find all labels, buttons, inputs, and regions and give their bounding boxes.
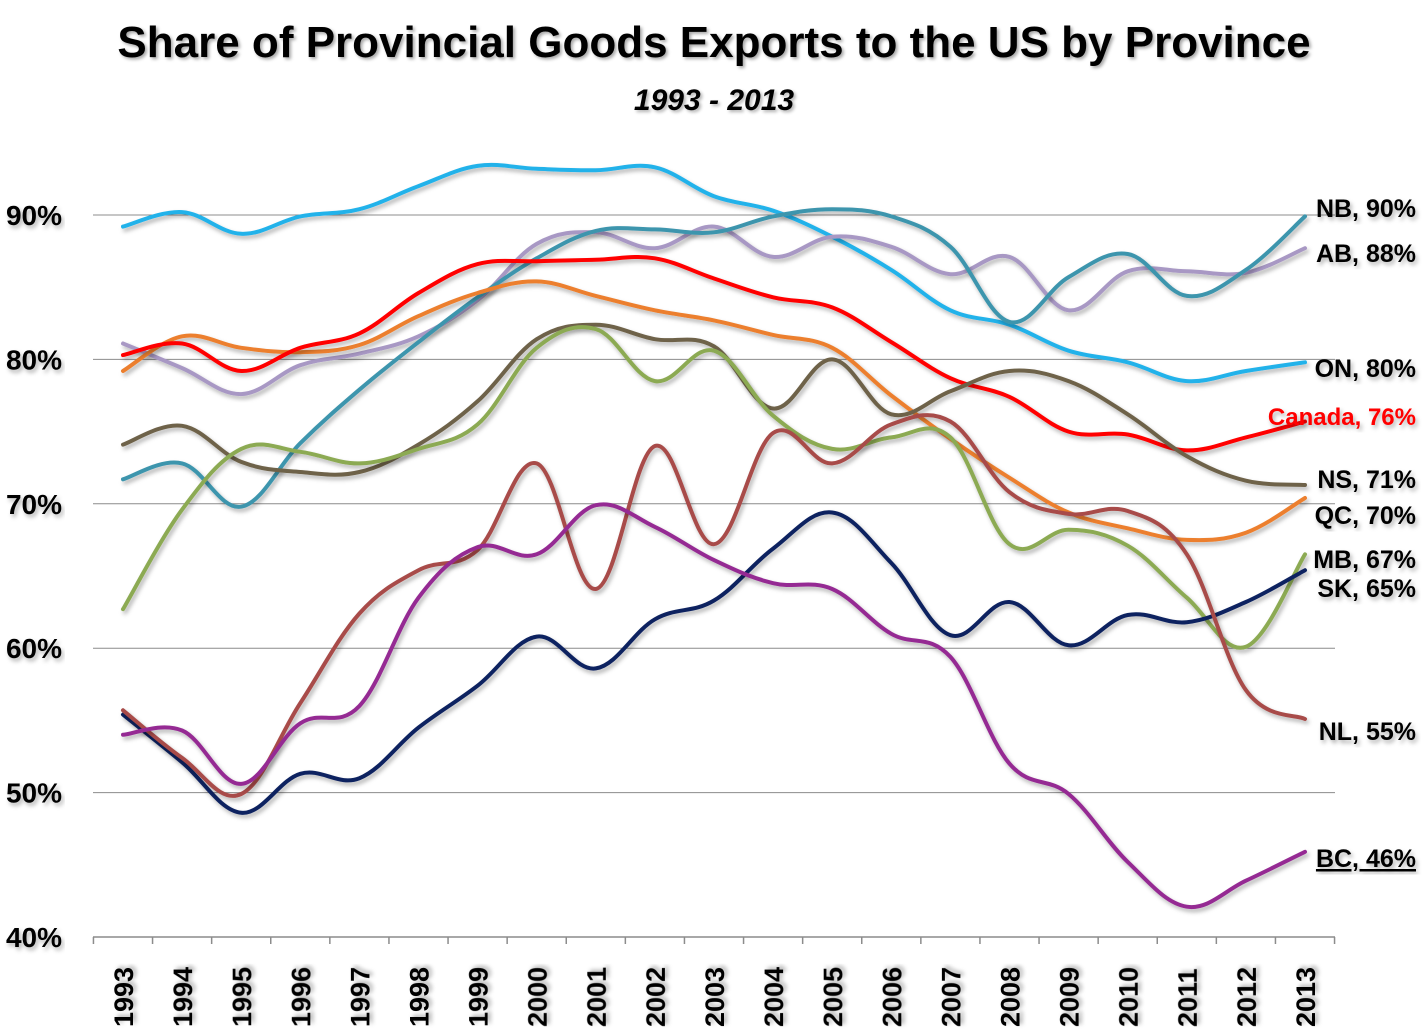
x-tick-label: 1995: [227, 967, 257, 1027]
x-tick-label: 1999: [464, 967, 494, 1027]
chart-title: Share of Provincial Goods Exports to the…: [117, 18, 1311, 67]
series-line-nb: [121, 162, 1307, 384]
x-tick-label: 2010: [1114, 967, 1144, 1027]
series-line-ns: [121, 207, 1307, 509]
gridlines: [93, 214, 1335, 794]
end-label-nb: NB, 90%: [1316, 195, 1416, 223]
x-tick-label: 2006: [877, 967, 907, 1027]
x-tick-label: 2001: [582, 967, 612, 1027]
series-line-bc: [121, 502, 1307, 910]
end-label-nl: NL, 55%: [1319, 718, 1416, 746]
series-lines: [121, 162, 1307, 910]
x-tick-label: 2013: [1291, 967, 1321, 1027]
end-label-bc: BC, 46%: [1316, 845, 1416, 873]
x-tick-label: 1998: [405, 967, 435, 1027]
series-line-nl: [121, 413, 1307, 798]
end-label-on: ON, 80%: [1315, 355, 1416, 383]
y-axis: 40% 50% 60% 70% 80% 90%: [6, 200, 62, 953]
y-tick-label: 40%: [6, 922, 62, 953]
x-tick-label: 2007: [936, 967, 966, 1027]
end-label-mb: MB, 67%: [1313, 546, 1416, 574]
series-line-on: [121, 279, 1307, 543]
series-line-canada: [121, 255, 1307, 453]
end-label-sk: SK, 65%: [1317, 575, 1416, 603]
x-tick-label: 2004: [759, 967, 789, 1027]
x-tick-label: 1994: [168, 967, 198, 1027]
end-label-ab: AB, 88%: [1316, 240, 1416, 268]
series-line-sk: [121, 510, 1307, 815]
x-tick-label: 2000: [523, 967, 553, 1027]
series-end-labels: NB, 90% AB, 88% NS, 71% ON, 80% Canada, 76% Q…: [1268, 195, 1416, 873]
series-line-ab: [121, 224, 1307, 397]
x-tick-label: 1996: [286, 967, 316, 1027]
x-axis: [92, 936, 1336, 944]
chart-subtitle: 1993 - 2013: [633, 84, 795, 117]
y-tick-label: 60%: [6, 633, 62, 664]
series-line-mb: [121, 325, 1307, 650]
y-tick-label: 90%: [6, 200, 62, 231]
x-tick-label: 2008: [996, 967, 1026, 1027]
x-tick-label: 2012: [1232, 967, 1262, 1027]
x-tick-label: 1997: [345, 967, 375, 1027]
y-tick-label: 80%: [6, 344, 62, 375]
y-tick-label: 70%: [6, 489, 62, 520]
x-tick-labels: 1993 1994 1995 1996 1997 1998 1999 2000 2001 2002…: [109, 967, 1321, 1027]
x-tick-label: 2009: [1055, 967, 1085, 1027]
x-tick-label: 1993: [109, 967, 139, 1027]
end-label-qc: QC, 70%: [1315, 502, 1416, 530]
end-label-ns: NS, 71%: [1317, 466, 1416, 494]
end-label-canada: Canada, 76%: [1268, 404, 1416, 431]
series-line-qc: [121, 322, 1307, 487]
x-tick-label: 2002: [641, 967, 671, 1027]
x-tick-label: 2011: [1173, 968, 1203, 1027]
y-tick-label: 50%: [6, 778, 62, 809]
x-tick-label: 2005: [818, 967, 848, 1027]
x-tick-label: 2003: [700, 967, 730, 1027]
